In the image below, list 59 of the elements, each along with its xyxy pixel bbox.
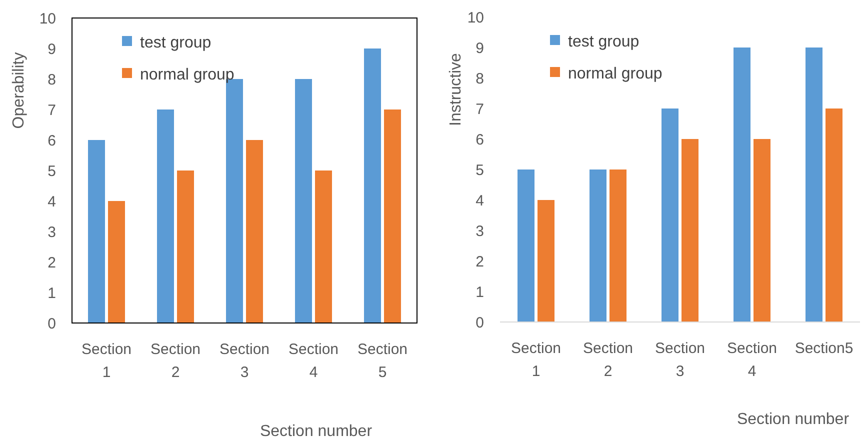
bar	[590, 170, 606, 322]
y-tick-label: 0	[476, 314, 484, 332]
bar	[157, 110, 174, 323]
bar	[384, 110, 401, 323]
bar	[754, 139, 770, 322]
bar	[364, 48, 381, 323]
y-tick-label: 10	[39, 10, 56, 28]
y-tick-label: 3	[48, 224, 56, 241]
bar	[734, 48, 750, 322]
x-tick-label: Section 3	[654, 340, 706, 380]
x-axis-title: Section number	[736, 411, 850, 428]
y-tick-label: 7	[48, 102, 56, 119]
x-tick-label: Section 1	[81, 341, 132, 381]
x-tick-label: Section 2	[582, 340, 634, 380]
y-tick-label: 8	[476, 70, 484, 88]
y-tick-label: 3	[476, 222, 484, 240]
bar	[177, 170, 194, 323]
x-tick-label: Section5	[794, 340, 854, 357]
bar	[518, 170, 534, 322]
y-tick-label: 5	[476, 162, 484, 179]
bar	[826, 108, 842, 322]
y-tick-label: 6	[476, 131, 484, 148]
y-tick-label: 10	[467, 9, 484, 26]
x-tick-label: Section 5	[357, 341, 408, 381]
legend-label: test group	[140, 34, 212, 52]
y-tick-label: 4	[476, 192, 484, 210]
legend-label: normal group	[140, 66, 234, 84]
y-tick-label: 7	[476, 100, 484, 118]
legend-label: test group	[568, 34, 640, 51]
y-tick-label: 1	[476, 284, 484, 301]
bar	[295, 79, 312, 323]
x-tick-label: Section 1	[510, 340, 562, 380]
bar	[246, 140, 263, 323]
y-tick-label: 2	[48, 254, 56, 272]
y-tick-label: 9	[476, 40, 484, 57]
y-axis-title: Instructive	[448, 52, 465, 126]
x-tick-label: Section 4	[288, 341, 339, 381]
y-axis-title: Operability	[10, 52, 28, 129]
y-tick-label: 0	[48, 315, 56, 332]
bar	[806, 48, 822, 322]
bar	[88, 140, 105, 323]
y-tick-label: 9	[48, 40, 56, 58]
x-tick-label: Section 2	[150, 341, 201, 381]
x-axis-title: Section number	[260, 423, 373, 440]
y-tick-label: 5	[48, 162, 56, 180]
bar	[538, 200, 554, 322]
bar	[610, 170, 626, 322]
x-tick-label: Section 4	[726, 340, 778, 380]
y-tick-label: 8	[48, 71, 56, 88]
y-tick-label: 2	[476, 253, 484, 270]
y-tick-label: 1	[48, 284, 56, 302]
x-tick-label: Section 3	[219, 341, 270, 381]
bar	[662, 108, 678, 322]
legend-label: normal group	[568, 66, 662, 83]
bar	[108, 201, 125, 323]
bar	[682, 139, 698, 322]
y-tick-label: 6	[48, 132, 56, 150]
bar	[315, 170, 332, 323]
y-tick-label: 4	[48, 193, 56, 210]
